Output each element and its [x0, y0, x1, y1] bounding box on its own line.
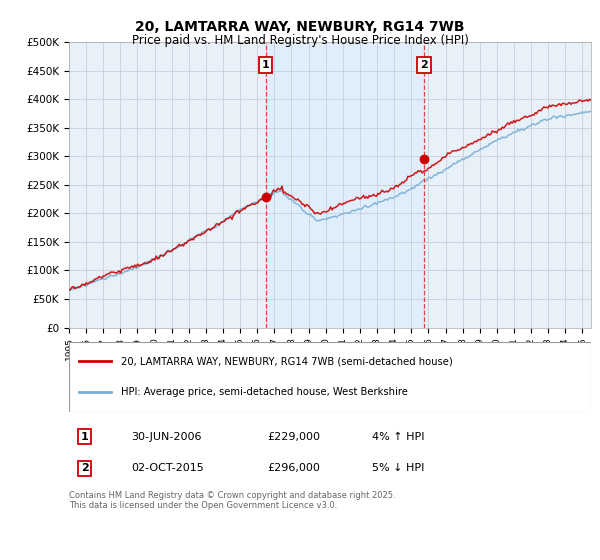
Text: 20, LAMTARRA WAY, NEWBURY, RG14 7WB (semi-detached house): 20, LAMTARRA WAY, NEWBURY, RG14 7WB (sem…	[121, 356, 453, 366]
Text: Contains HM Land Registry data © Crown copyright and database right 2025.
This d: Contains HM Land Registry data © Crown c…	[69, 491, 395, 510]
Text: 5% ↓ HPI: 5% ↓ HPI	[372, 463, 424, 473]
Text: 1: 1	[81, 432, 89, 442]
Text: 4% ↑ HPI: 4% ↑ HPI	[372, 432, 424, 442]
Text: £229,000: £229,000	[268, 432, 320, 442]
Text: 30-JUN-2006: 30-JUN-2006	[131, 432, 202, 442]
Text: HPI: Average price, semi-detached house, West Berkshire: HPI: Average price, semi-detached house,…	[121, 387, 408, 397]
Text: Price paid vs. HM Land Registry's House Price Index (HPI): Price paid vs. HM Land Registry's House …	[131, 34, 469, 46]
Text: 2: 2	[81, 463, 89, 473]
Text: 2: 2	[420, 60, 428, 70]
Text: 02-OCT-2015: 02-OCT-2015	[131, 463, 205, 473]
Text: 20, LAMTARRA WAY, NEWBURY, RG14 7WB: 20, LAMTARRA WAY, NEWBURY, RG14 7WB	[135, 20, 465, 34]
Text: 1: 1	[262, 60, 269, 70]
FancyBboxPatch shape	[69, 342, 591, 412]
Bar	[266, 42, 424, 328]
Text: £296,000: £296,000	[268, 463, 320, 473]
